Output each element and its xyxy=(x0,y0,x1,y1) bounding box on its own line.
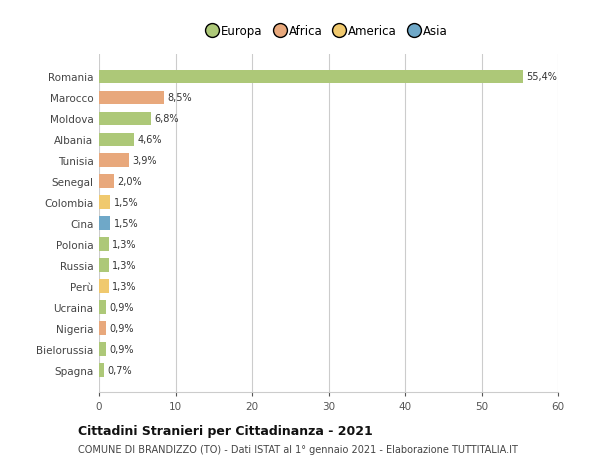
Text: 1,5%: 1,5% xyxy=(113,219,138,229)
Bar xyxy=(99,301,106,314)
Bar xyxy=(99,196,110,210)
Text: 55,4%: 55,4% xyxy=(526,72,557,82)
Text: 1,3%: 1,3% xyxy=(112,261,137,271)
Text: 8,5%: 8,5% xyxy=(167,93,192,103)
Bar xyxy=(99,70,523,84)
Text: COMUNE DI BRANDIZZO (TO) - Dati ISTAT al 1° gennaio 2021 - Elaborazione TUTTITAL: COMUNE DI BRANDIZZO (TO) - Dati ISTAT al… xyxy=(78,444,518,454)
Text: 0,9%: 0,9% xyxy=(109,324,133,333)
Bar xyxy=(99,280,109,293)
Bar xyxy=(99,112,151,126)
Text: Cittadini Stranieri per Cittadinanza - 2021: Cittadini Stranieri per Cittadinanza - 2… xyxy=(78,424,373,437)
Text: 0,7%: 0,7% xyxy=(107,365,132,375)
Text: 1,3%: 1,3% xyxy=(112,240,137,250)
Text: 1,5%: 1,5% xyxy=(113,198,138,208)
Bar xyxy=(99,238,109,252)
Bar xyxy=(99,91,164,105)
Legend: Europa, Africa, America, Asia: Europa, Africa, America, Asia xyxy=(205,21,452,43)
Text: 0,9%: 0,9% xyxy=(109,302,133,313)
Text: 6,8%: 6,8% xyxy=(154,114,179,124)
Bar xyxy=(99,322,106,335)
Text: 0,9%: 0,9% xyxy=(109,344,133,354)
Text: 4,6%: 4,6% xyxy=(137,135,162,145)
Bar xyxy=(99,364,104,377)
Text: 2,0%: 2,0% xyxy=(118,177,142,187)
Bar xyxy=(99,217,110,230)
Text: 3,9%: 3,9% xyxy=(132,156,157,166)
Bar xyxy=(99,133,134,147)
Bar xyxy=(99,154,129,168)
Bar xyxy=(99,342,106,356)
Bar xyxy=(99,259,109,273)
Bar xyxy=(99,175,114,189)
Text: 1,3%: 1,3% xyxy=(112,281,137,291)
